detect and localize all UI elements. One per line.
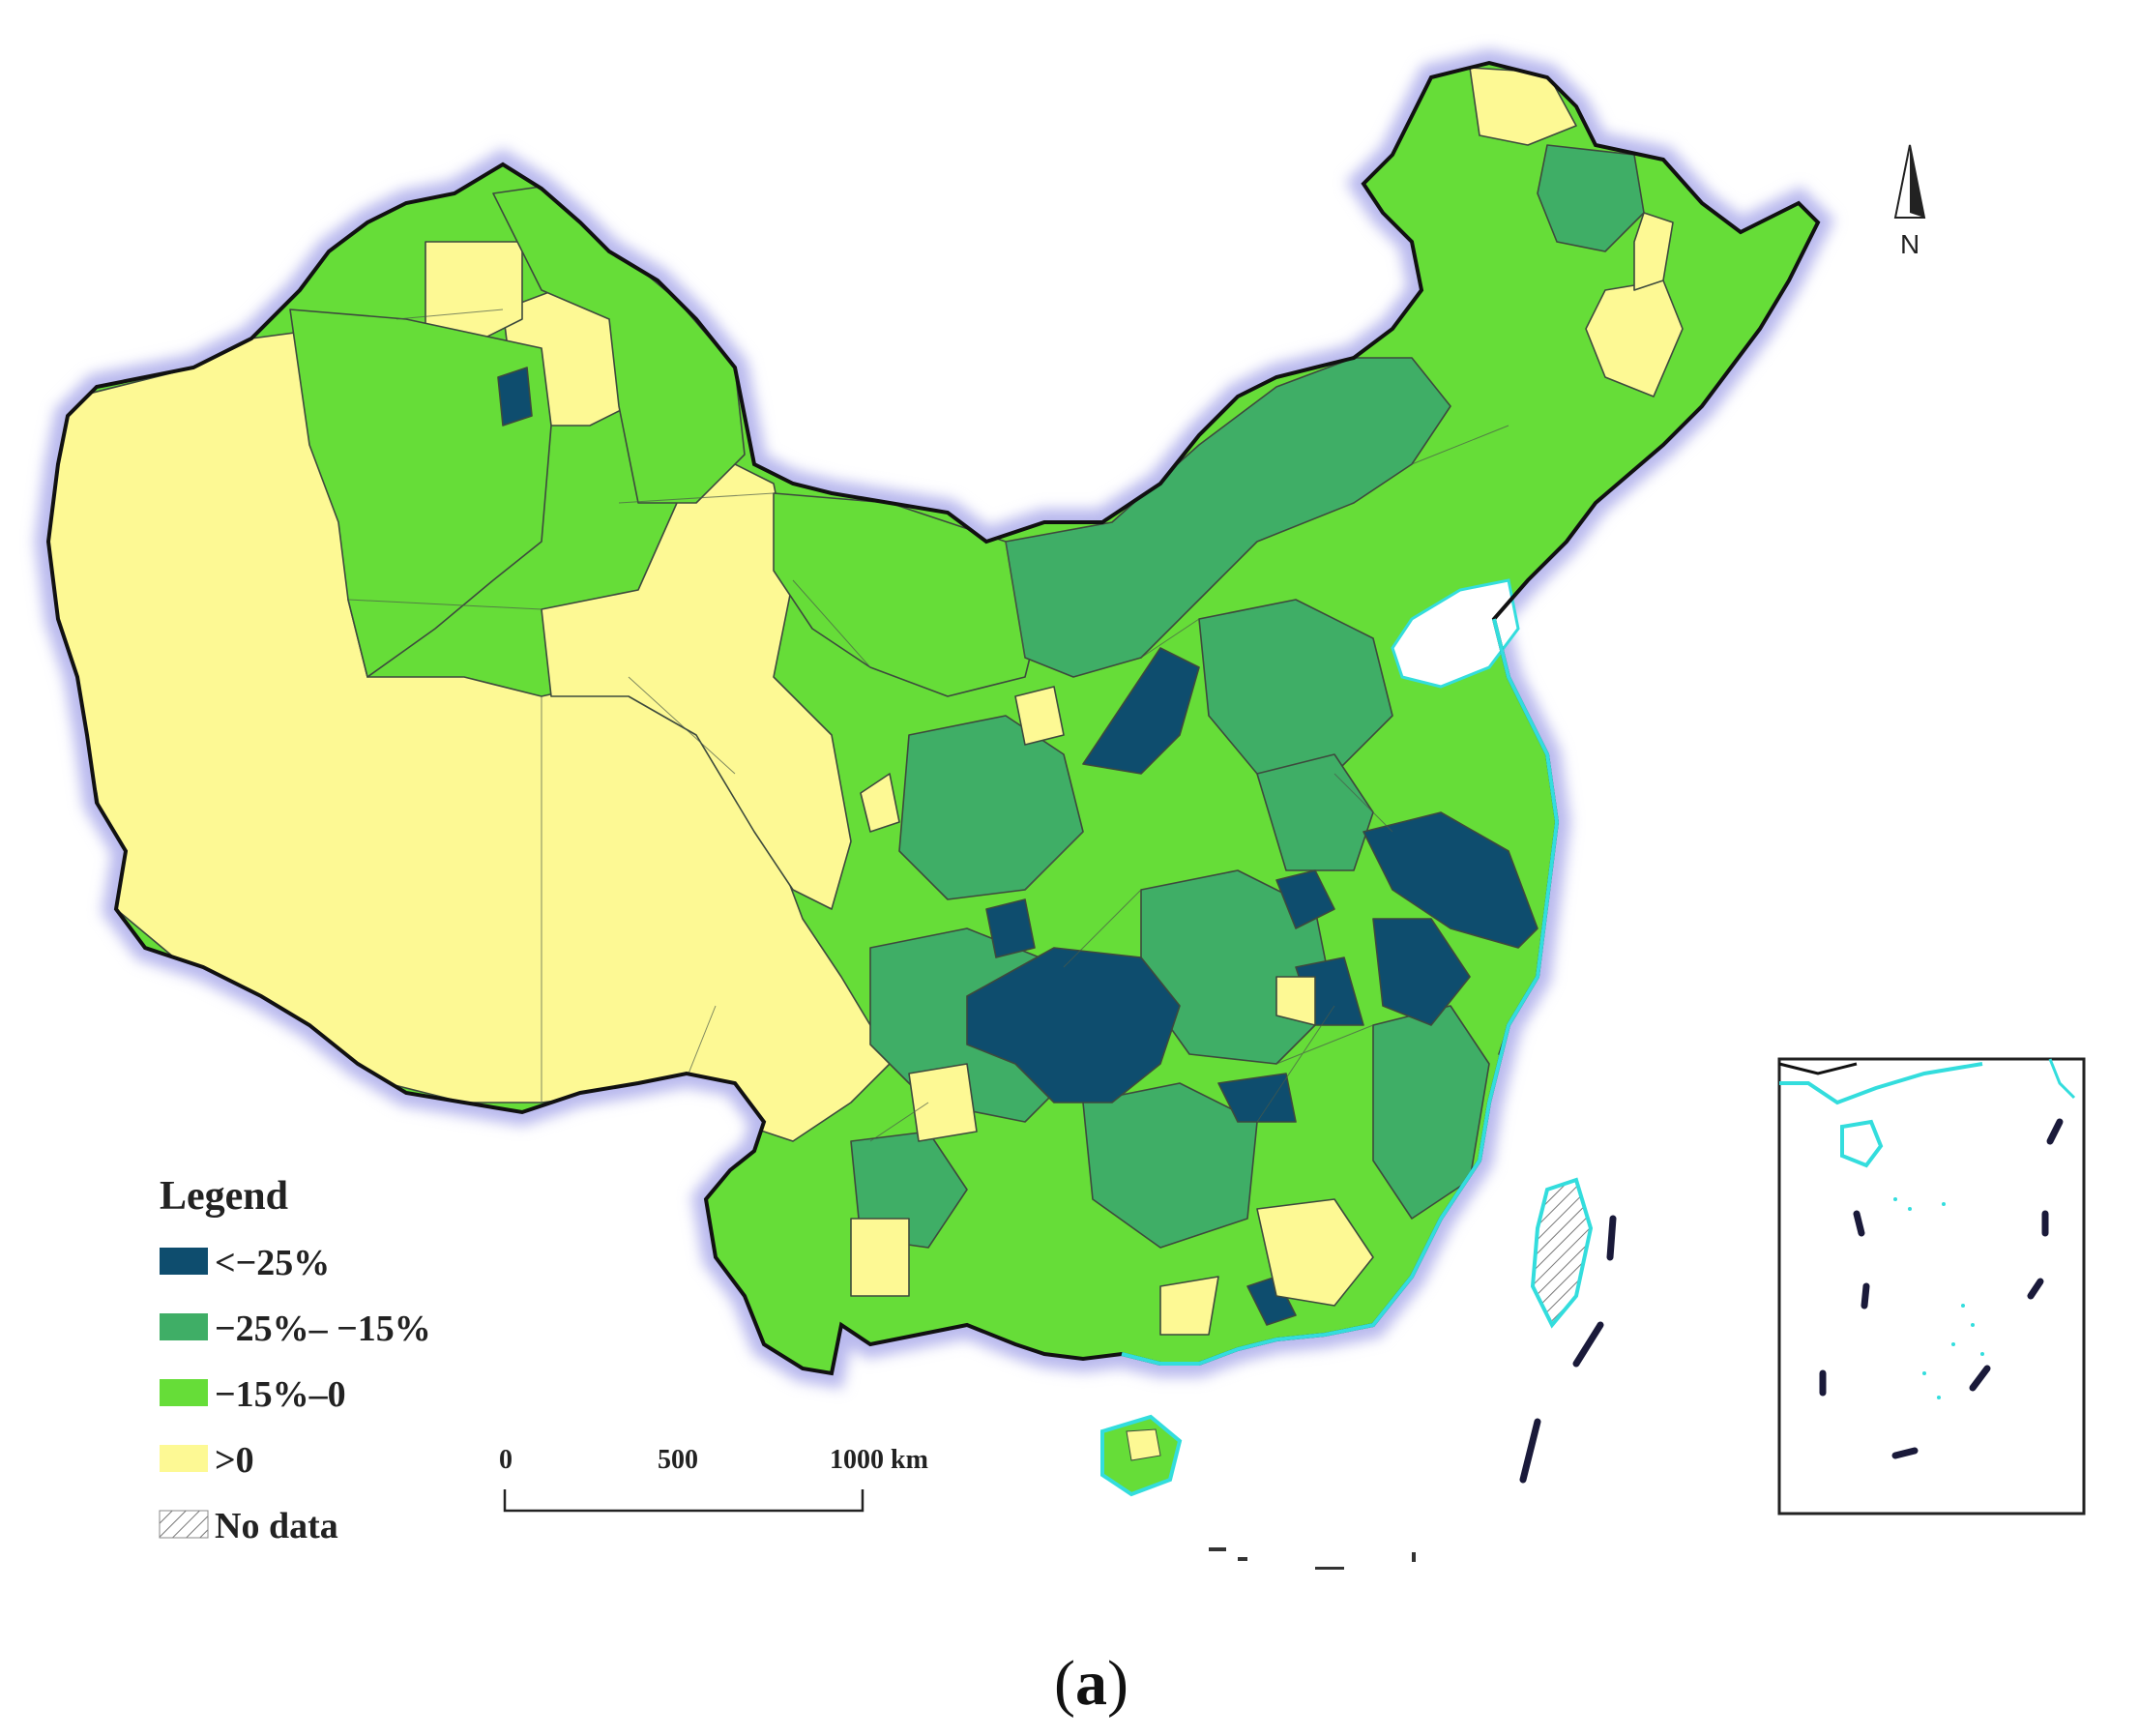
north-arrow: N xyxy=(1893,144,1926,259)
caption-close: ) xyxy=(1107,1648,1128,1719)
figure-caption: (a) xyxy=(1054,1648,1128,1719)
region-guangdong-dark xyxy=(1246,1276,1297,1326)
bohai-sea xyxy=(1391,578,1520,689)
legend-swatch-gt-0 xyxy=(160,1445,208,1472)
region-xj-green-west xyxy=(289,309,552,678)
region-hubei-dark-1 xyxy=(1275,869,1335,929)
scale-bar: 0 500 1000 km xyxy=(499,1445,928,1513)
region-east-yellow-5 xyxy=(850,1218,910,1297)
legend-swatch-no-data xyxy=(159,1510,209,1539)
legend-label-no-data: No data xyxy=(215,1506,338,1546)
region-east-yellow-3 xyxy=(1256,1198,1374,1307)
region-jiangsu-dark xyxy=(1363,811,1538,949)
region-east-yellow-8 xyxy=(860,773,900,833)
legend-swatch-lt-neg25 xyxy=(160,1248,208,1275)
hainan-yellow xyxy=(1126,1428,1161,1461)
taiwan-no-data xyxy=(1530,1177,1594,1329)
region-east-yellow-4 xyxy=(1159,1276,1219,1336)
north-label: N xyxy=(1900,229,1919,259)
maritime-boundary xyxy=(1519,1215,1617,1484)
region-ne-yellow-3 xyxy=(1633,212,1674,291)
region-east-yellow-6 xyxy=(908,1063,978,1142)
legend-label-gt-0: >0 xyxy=(215,1440,254,1481)
region-central-teal-2 xyxy=(1198,599,1393,775)
legend-label-lt-neg25: <−25% xyxy=(215,1243,330,1283)
region-shaanxi-dark xyxy=(1082,647,1200,775)
legend-label-neg25-neg15: −25%– −15% xyxy=(215,1309,431,1349)
legend-label-neg15-0: −15%–0 xyxy=(215,1374,346,1415)
province-borders xyxy=(347,309,1509,1142)
caption-open: ( xyxy=(1054,1648,1075,1719)
region-south-teal-1 xyxy=(1082,1082,1258,1249)
scale-tick-1000: 1000 km xyxy=(830,1445,928,1475)
scale-tick-500: 500 xyxy=(658,1445,698,1475)
south-china-sea-inset xyxy=(1777,1057,2086,1515)
region-sichuan-dark xyxy=(966,947,1181,1103)
caption-letter: a xyxy=(1075,1648,1107,1719)
legend-title: Legend xyxy=(160,1174,288,1219)
region-anhui-dark xyxy=(1372,918,1471,1026)
region-chongqing-dark xyxy=(985,898,1036,958)
region-xj-dark xyxy=(497,367,533,427)
scale-tick-0: 0 xyxy=(499,1445,513,1475)
island-specks xyxy=(1209,1547,1416,1570)
region-east-yellow-1 xyxy=(1014,686,1065,746)
legend-swatch-neg15-0 xyxy=(160,1379,208,1406)
region-gansu-green xyxy=(773,492,1045,697)
region-hunan-dark xyxy=(1217,1073,1297,1123)
region-east-yellow-2 xyxy=(1275,976,1316,1026)
legend-swatch-neg25-neg15 xyxy=(160,1313,208,1340)
legend: Legend <−25% −25%– −15% −15%–0 >0 No dat… xyxy=(159,1174,431,1546)
coastline xyxy=(1121,618,1560,1366)
